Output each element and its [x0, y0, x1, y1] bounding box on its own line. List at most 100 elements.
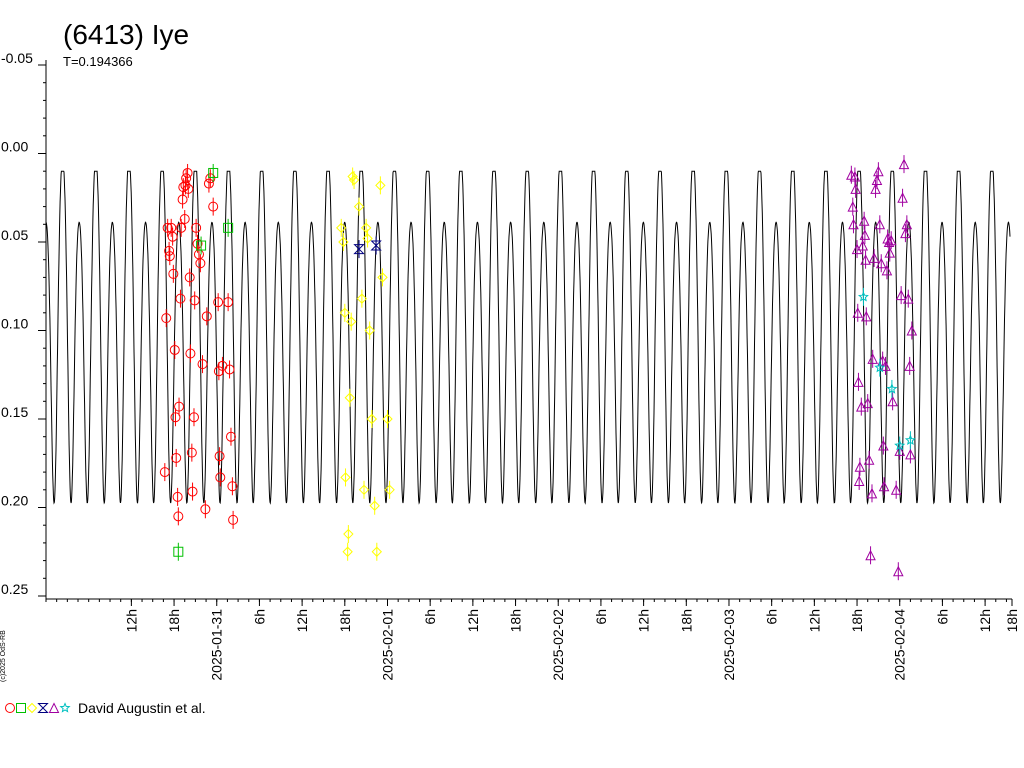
observation-point — [159, 467, 170, 478]
observation-point — [890, 484, 902, 495]
y-tick-label: 0.25 — [1, 581, 28, 597]
observation-point — [875, 257, 887, 269]
x-tick-label: 6h — [422, 609, 438, 625]
observation-point — [344, 392, 355, 403]
legend-marker — [16, 703, 26, 713]
observation-point — [200, 504, 211, 515]
observation-point — [164, 251, 175, 262]
x-tick-label: 6h — [764, 609, 780, 625]
observation-point — [176, 222, 187, 233]
observation-point — [874, 361, 886, 373]
legend-marker — [37, 703, 49, 713]
tick-labels-layer: -0.05 0.00 0.05 0.10 0.15 0.20 0.25 12h 18h 2025-… — [1, 50, 1020, 681]
observation-point — [173, 546, 184, 557]
x-tick-label: 2025-02-03 — [721, 609, 737, 681]
observation-point — [849, 170, 861, 182]
observation-point — [892, 565, 904, 577]
observation-point — [848, 218, 859, 230]
observation-point — [167, 231, 178, 242]
y-tick-label: 0.10 — [1, 316, 28, 332]
observation-point — [183, 183, 194, 194]
observation-point — [852, 307, 864, 318]
x-tick-label: 18h — [849, 609, 865, 632]
observation-point — [348, 174, 360, 186]
period-label: T=0.194366 — [63, 54, 133, 69]
observation-point — [850, 183, 861, 194]
x-tick-label: 12h — [806, 609, 822, 632]
observation-point — [878, 439, 889, 451]
observation-point — [904, 434, 916, 445]
observation-point — [174, 401, 185, 412]
x-tick-label: 18h — [678, 609, 694, 632]
observation-point — [873, 165, 884, 177]
observation-point — [161, 313, 172, 324]
axes — [38, 60, 1013, 606]
observation-point — [340, 472, 351, 483]
x-tick-label: 2025-02-04 — [892, 609, 908, 681]
observation-point — [375, 180, 386, 191]
observation-point — [366, 413, 378, 425]
observation-point — [213, 297, 224, 308]
observation-point — [853, 376, 864, 387]
model-curve — [45, 170, 1011, 505]
observation-point — [225, 431, 236, 442]
observation-point — [339, 307, 351, 319]
observation-point — [223, 297, 234, 308]
observation-point — [870, 183, 881, 194]
x-tick-label: 2025-02-01 — [379, 609, 395, 681]
x-tick-label: 12h — [977, 609, 993, 632]
observation-point — [371, 546, 383, 557]
observations-layer — [159, 155, 918, 581]
x-tick-label: 2025-02-02 — [550, 609, 566, 681]
x-tick-label: 12h — [465, 609, 481, 632]
legend-marker — [48, 702, 60, 713]
legend-markers — [5, 702, 71, 714]
observation-point — [857, 291, 869, 302]
legend-marker — [59, 702, 71, 713]
observation-point — [898, 158, 910, 170]
x-tick-label: 2025-01-31 — [209, 609, 225, 681]
observation-point — [860, 254, 871, 265]
legend-observer-text: David Augustin et al. — [78, 700, 206, 716]
observation-point — [887, 395, 898, 407]
observation-point — [847, 200, 859, 212]
observation-point — [866, 487, 878, 499]
observation-point — [338, 236, 349, 248]
y-tick-label: 0.05 — [1, 227, 28, 243]
legend: David Augustin et al. — [4, 698, 206, 718]
x-tick-label: 18h — [1004, 609, 1020, 632]
x-tick-label: 6h — [251, 609, 267, 625]
observation-point — [353, 244, 365, 255]
x-tick-label: 6h — [934, 609, 950, 625]
observation-point — [342, 546, 353, 557]
observation-point — [164, 245, 175, 256]
observation-point — [377, 272, 388, 283]
observation-point — [175, 293, 186, 304]
y-tick-label: 0.20 — [1, 493, 28, 509]
observation-point — [224, 364, 235, 375]
observation-point — [878, 480, 890, 492]
observation-point — [894, 439, 906, 451]
observation-point — [185, 348, 196, 359]
observation-point — [906, 324, 918, 336]
y-tick-label: -0.05 — [1, 50, 33, 66]
observation-point — [189, 295, 200, 306]
x-tick-label: 12h — [636, 609, 652, 632]
observation-point — [901, 218, 913, 230]
observation-point — [343, 528, 354, 540]
observation-point — [188, 412, 199, 423]
observation-point — [201, 311, 212, 322]
observation-point — [171, 452, 182, 463]
observation-point — [197, 359, 208, 370]
observation-point — [208, 167, 219, 178]
observation-point — [191, 222, 202, 233]
observation-point — [886, 383, 898, 394]
x-tick-label: 18h — [508, 609, 524, 632]
observation-point — [863, 454, 875, 465]
observation-point — [382, 413, 393, 425]
observation-point — [223, 222, 234, 233]
observation-point — [874, 218, 886, 230]
observation-point — [885, 234, 897, 246]
observation-point — [203, 178, 214, 189]
